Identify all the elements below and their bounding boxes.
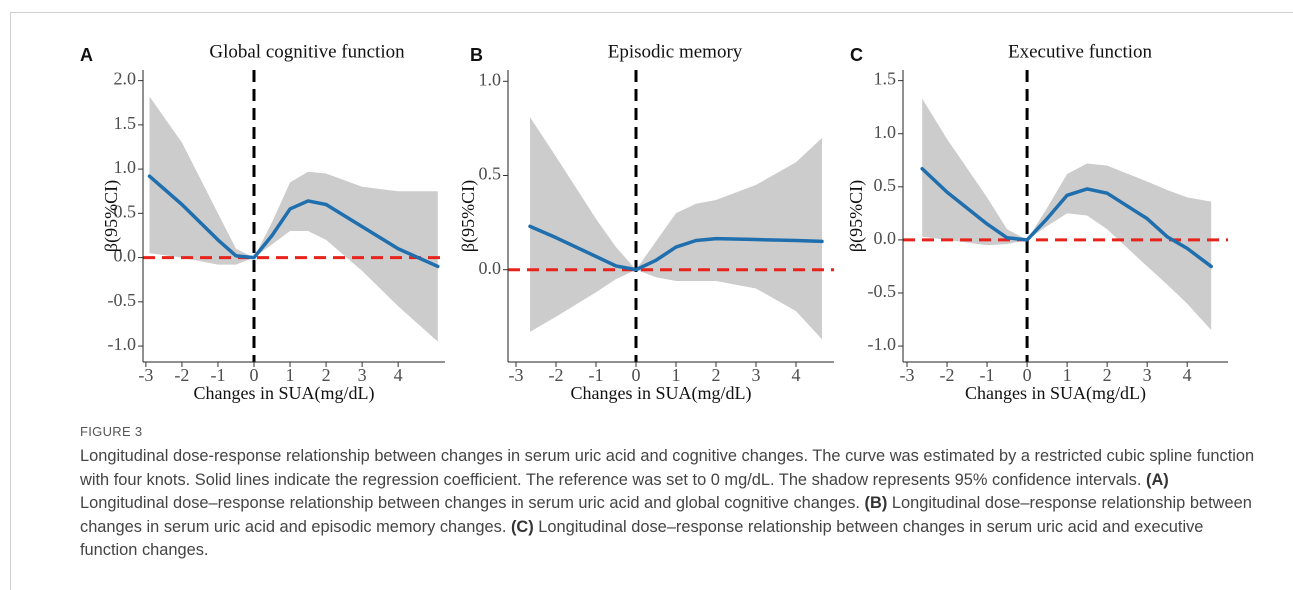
x-tick-label: 0 bbox=[1023, 365, 1032, 385]
y-tick-label: -0.5 bbox=[868, 281, 897, 301]
y-tick-label: 0.0 bbox=[114, 246, 137, 266]
x-tick-label: -1 bbox=[210, 365, 225, 385]
figure-caption: Longitudinal dose-response relationship … bbox=[80, 445, 1260, 563]
x-tick-label: -1 bbox=[589, 365, 604, 385]
x-tick-label: -3 bbox=[900, 365, 915, 385]
caption-item: Longitudinal dose–response relationship … bbox=[80, 494, 1252, 536]
spline-curve bbox=[920, 166, 1213, 269]
y-tick-label: 1.0 bbox=[114, 157, 137, 177]
x-tick-label: 0 bbox=[632, 365, 641, 385]
x-tick-label: 1 bbox=[286, 365, 295, 385]
x-tick-label: 3 bbox=[752, 365, 761, 385]
y-tick-label: -1.0 bbox=[108, 334, 137, 354]
x-axis-label: Changes in SUA(mg/dL) bbox=[194, 383, 375, 404]
x-tick-label: 1 bbox=[1063, 365, 1072, 385]
y-tick-label: 2.0 bbox=[114, 69, 137, 89]
x-tick-label: -3 bbox=[138, 365, 153, 385]
x-tick-label: 2 bbox=[712, 365, 721, 385]
x-tick-label: 4 bbox=[1183, 365, 1192, 385]
y-axis-label: β(95%CI) bbox=[458, 180, 479, 252]
x-tick-label: 3 bbox=[1143, 365, 1152, 385]
x-tick-label: -1 bbox=[980, 365, 995, 385]
spline-curve bbox=[147, 174, 440, 269]
figure-frame bbox=[10, 12, 1293, 590]
caption-tag: (B) bbox=[864, 494, 888, 512]
y-tick-label: 1.5 bbox=[874, 69, 897, 89]
x-tick-label: 1 bbox=[672, 365, 681, 385]
y-tick-label: 1.0 bbox=[874, 122, 897, 142]
confidence-band bbox=[922, 98, 1212, 331]
panel-letter: A bbox=[80, 45, 93, 65]
caption-item: Longitudinal dose–response relationship … bbox=[80, 517, 1204, 560]
confidence-band bbox=[530, 117, 822, 340]
spline-curve bbox=[528, 224, 824, 272]
panel-letter: B bbox=[470, 45, 483, 65]
caption-intro: Longitudinal dose-response relationship … bbox=[80, 447, 1255, 489]
panel-title: Episodic memory bbox=[608, 41, 743, 62]
charts: -1.0 -0.5 0.0 0.5 1.0 1.5 2.0 -3 -2 -1 0 1 2 3 4 Change… bbox=[80, 41, 1228, 404]
x-tick-label: 2 bbox=[322, 365, 331, 385]
x-tick-label: -2 bbox=[549, 365, 564, 385]
y-axis-label: β(95%CI) bbox=[101, 180, 122, 252]
panel-letter: C bbox=[850, 45, 863, 65]
y-axis-label: β(95%CI) bbox=[846, 180, 867, 252]
panel-title: Executive function bbox=[1008, 41, 1153, 62]
y-tick-label: 0.0 bbox=[874, 228, 897, 248]
caption-tag: (C) bbox=[510, 517, 534, 536]
y-tick-label: 1.5 bbox=[114, 113, 137, 133]
x-tick-label: -2 bbox=[940, 365, 955, 385]
x-tick-label: 4 bbox=[792, 365, 801, 385]
x-tick-label: 2 bbox=[1103, 365, 1112, 385]
caption-tag: (A) bbox=[1145, 470, 1169, 489]
x-axis-label: Changes in SUA(mg/dL) bbox=[965, 383, 1146, 404]
y-tick-label: 0.0 bbox=[479, 258, 502, 278]
y-tick-label: -1.0 bbox=[868, 334, 897, 354]
figure-label: FIGURE 3 bbox=[80, 424, 143, 439]
y-tick-label: 0.5 bbox=[114, 201, 137, 221]
x-tick-label: 4 bbox=[394, 365, 403, 385]
x-tick-label: -3 bbox=[509, 365, 524, 385]
y-tick-label: 0.5 bbox=[874, 175, 897, 195]
panel-title: Global cognitive function bbox=[209, 41, 405, 62]
x-tick-label: 0 bbox=[249, 365, 258, 385]
y-tick-label: 0.5 bbox=[479, 164, 502, 184]
x-tick-label: -2 bbox=[174, 365, 189, 385]
confidence-band bbox=[149, 96, 438, 342]
x-tick-label: 3 bbox=[358, 365, 367, 385]
y-tick-label: -0.5 bbox=[108, 290, 137, 310]
x-axis-label: Changes in SUA(mg/dL) bbox=[571, 383, 752, 404]
y-tick-label: 1.0 bbox=[479, 69, 502, 89]
caption-item: Longitudinal dose–response relationship … bbox=[80, 494, 860, 512]
